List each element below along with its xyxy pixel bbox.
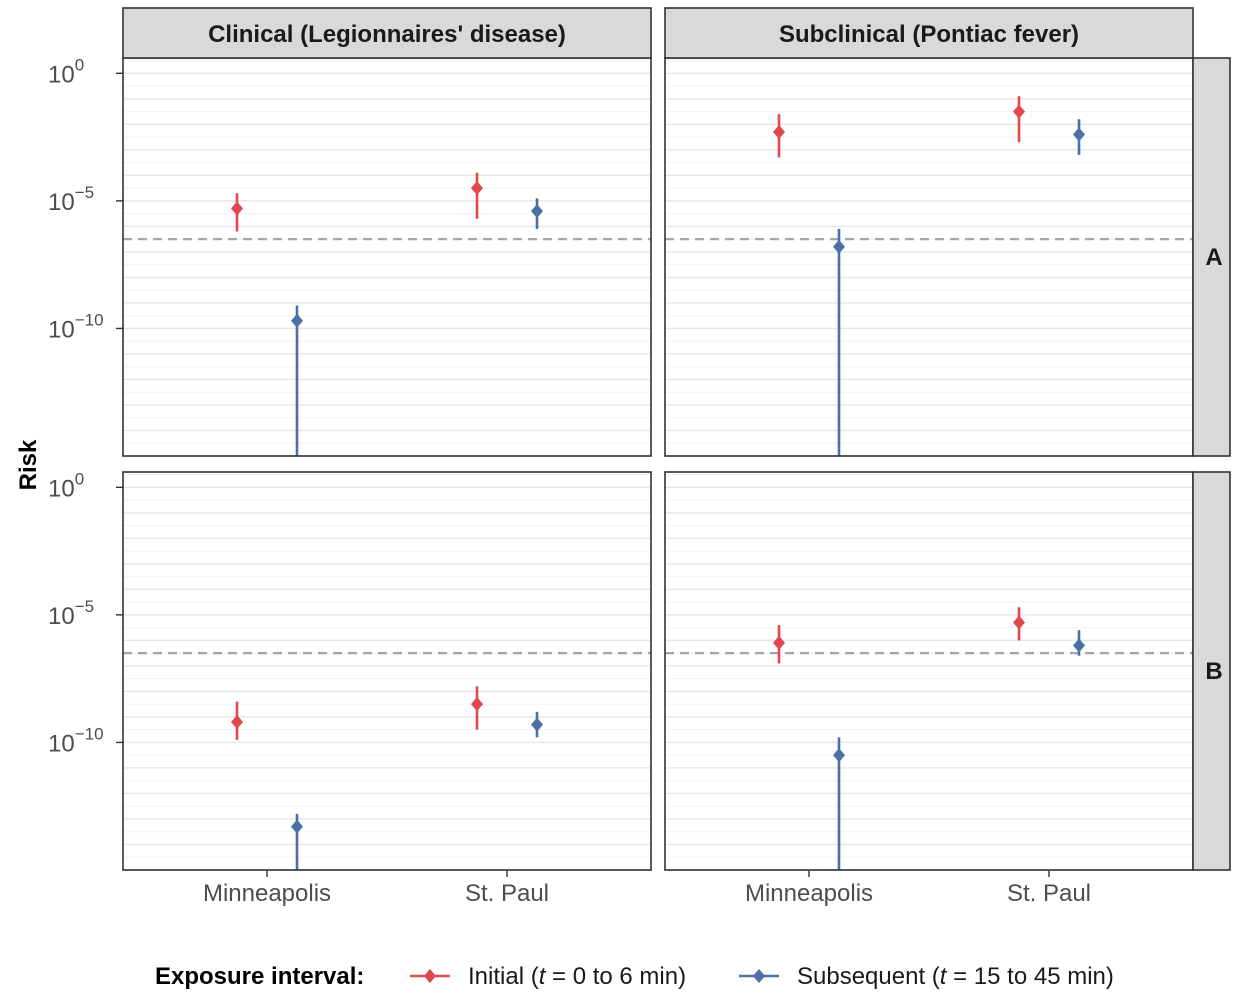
data-point-initial (1013, 607, 1025, 641)
strip-background (1192, 57, 1231, 457)
y-tick-label: 10−10 (48, 724, 104, 757)
data-point-initial (773, 625, 785, 664)
y-tick-label: 100 (48, 55, 84, 88)
data-point-subsequent (1073, 119, 1085, 155)
column-strip-label: Subclinical (Pontiac fever) (779, 21, 1079, 48)
point-marker (231, 715, 243, 730)
legend: Exposure interval: Initial (t = 0 to 6 mi… (155, 963, 1114, 990)
point-marker (471, 697, 483, 712)
panel-border (122, 471, 652, 871)
point-marker (833, 748, 845, 763)
data-point-subsequent (833, 737, 845, 870)
x-tick-label: St. Paul (1007, 880, 1091, 907)
point-marker (291, 819, 303, 834)
point-marker (471, 181, 483, 196)
y-axis-label: Risk (15, 439, 42, 490)
legend-title: Exposure interval: (155, 963, 364, 990)
panel-background (123, 472, 651, 870)
row-strip-B: B (1192, 471, 1231, 871)
legend-entry-subsequent: Subsequent (t = 15 to 45 min) (739, 963, 1114, 990)
panel-B-0 (122, 471, 652, 871)
legend-entry-label: Initial (t = 0 to 6 min) (468, 963, 686, 990)
gridlines (123, 60, 651, 457)
panel-A-1 (664, 57, 1194, 457)
point-marker (531, 717, 543, 732)
legend-key-marker (424, 969, 436, 983)
column-strip-0: Clinical (Legionnaires' disease) (122, 7, 652, 59)
panel-B-1 (664, 471, 1194, 871)
legend-entry-label: Subsequent (t = 15 to 45 min) (797, 963, 1114, 990)
row-strip-label: A (1205, 244, 1222, 271)
point-marker (231, 201, 243, 216)
column-strip-label: Clinical (Legionnaires' disease) (208, 21, 566, 48)
point-marker (1073, 638, 1085, 653)
data-point-initial (1013, 96, 1025, 143)
y-tick-label: 10−5 (48, 183, 94, 216)
x-tick-label: Minneapolis (745, 880, 873, 907)
point-marker (833, 239, 845, 254)
data-point-subsequent (531, 198, 543, 229)
x-tick-label: Minneapolis (203, 880, 331, 907)
data-point-subsequent (531, 711, 543, 738)
point-marker (531, 204, 543, 219)
data-point-initial (231, 701, 243, 740)
data-point-subsequent (291, 813, 303, 870)
panels (122, 57, 1194, 871)
panel-background (665, 472, 1193, 870)
y-tick-label: 100 (48, 469, 84, 502)
data-point-subsequent (833, 228, 845, 456)
panel-A-0 (122, 57, 652, 457)
row-strip-A: A (1192, 57, 1231, 457)
data-point-initial (471, 172, 483, 219)
gridlines (123, 474, 651, 871)
gridlines (665, 474, 1193, 871)
column-strip-1: Subclinical (Pontiac fever) (664, 7, 1194, 59)
point-marker (1013, 104, 1025, 119)
strip-background (122, 7, 652, 59)
data-point-subsequent (1073, 630, 1085, 656)
row-strip-label: B (1205, 658, 1222, 685)
strip-background (1192, 471, 1231, 871)
data-point-subsequent (291, 305, 303, 456)
legend-entry-initial: Initial (t = 0 to 6 min) (410, 963, 686, 990)
strip-background (664, 7, 1194, 59)
data-point-initial (773, 114, 785, 158)
point-marker (291, 313, 303, 328)
data-point-initial (471, 686, 483, 730)
facet-strips: Clinical (Legionnaires' disease) Subclini… (122, 7, 1231, 871)
point-marker (773, 124, 785, 139)
y-tick-label: 10−10 (48, 310, 104, 343)
panel-background (665, 58, 1193, 456)
x-tick-label: St. Paul (465, 880, 549, 907)
point-marker (1013, 615, 1025, 630)
panel-background (123, 58, 651, 456)
legend-key-marker (753, 969, 765, 983)
data-point-initial (231, 193, 243, 232)
axes: 100 10−5 10−10 100 10−5 10−10 Minneapolis St. P… (48, 55, 1091, 907)
y-tick-label: 10−5 (48, 597, 94, 630)
point-marker (1073, 127, 1085, 142)
point-marker (773, 635, 785, 650)
